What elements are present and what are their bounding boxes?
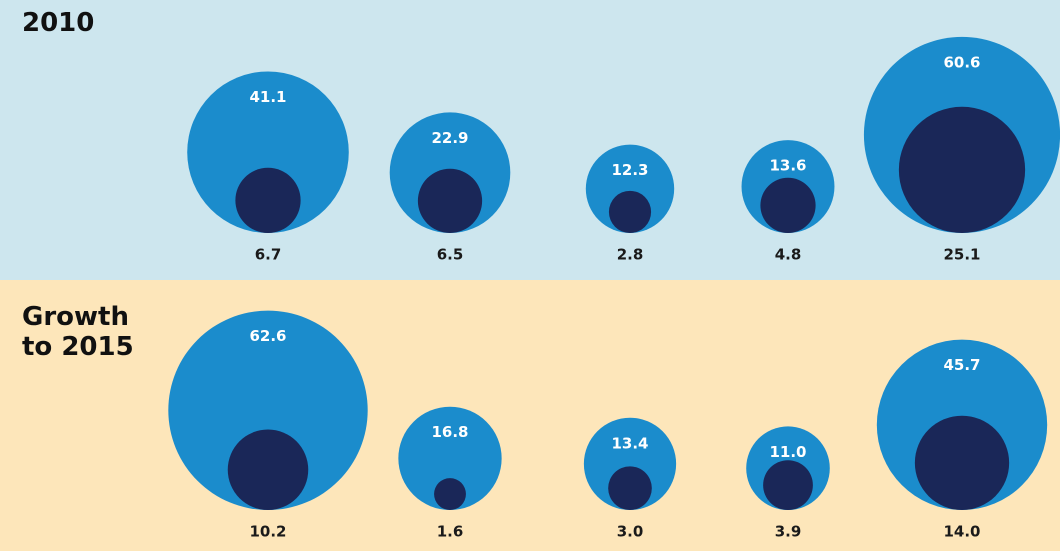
outer-bubble [187, 71, 349, 233]
inner-label: 25.1 [943, 246, 980, 264]
inner-label: 6.5 [437, 246, 464, 264]
outer-label: 13.6 [769, 157, 806, 175]
outer-label: 62.6 [249, 327, 286, 345]
inner-label: 4.8 [775, 246, 802, 264]
inner-label: 3.0 [617, 523, 644, 541]
inner-bubble [608, 190, 652, 233]
outer-label: 45.7 [943, 356, 980, 374]
outer-label: 11.0 [769, 443, 806, 461]
inner-bubble [227, 429, 309, 510]
inner-bubble [608, 466, 652, 510]
outer-bubble [398, 406, 502, 510]
inner-label: 10.2 [249, 523, 286, 541]
outer-bubble [585, 144, 675, 233]
outer-label: 12.3 [611, 161, 648, 179]
inner-label: 6.7 [255, 246, 282, 264]
inner-label: 1.6 [437, 523, 464, 541]
outer-bubble [168, 310, 368, 510]
inner-bubble [760, 177, 816, 234]
inner-label: 14.0 [943, 523, 980, 541]
outer-label: 16.8 [431, 423, 468, 441]
outer-bubble [583, 417, 677, 510]
inner-label: 2.8 [617, 246, 644, 264]
outer-label: 41.1 [249, 88, 286, 106]
outer-label: 13.4 [611, 434, 648, 452]
inner-bubble [763, 460, 813, 511]
inner-label: 3.9 [775, 523, 802, 541]
inner-bubble [914, 415, 1010, 510]
inner-bubble [898, 106, 1026, 233]
inner-bubble [235, 167, 301, 233]
row-title: 2010 [22, 8, 95, 38]
outer-label: 22.9 [431, 129, 468, 147]
inner-bubble [434, 478, 466, 511]
inner-bubble [417, 168, 483, 233]
row-title: Growth to 2015 [22, 302, 134, 362]
outer-label: 60.6 [943, 53, 980, 71]
